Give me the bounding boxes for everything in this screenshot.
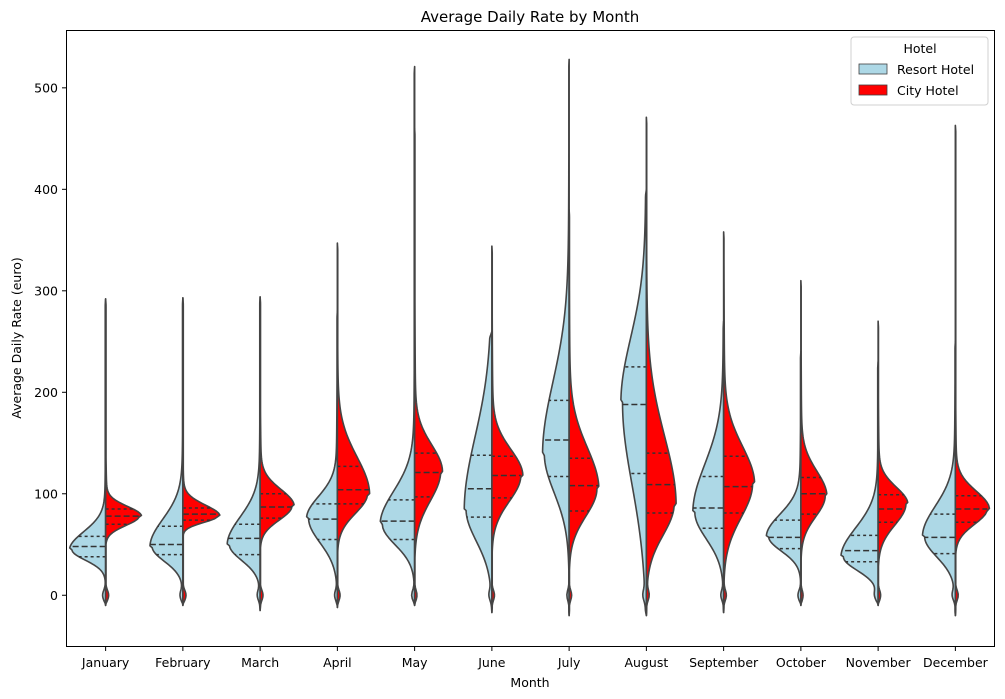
violin-city-november xyxy=(877,320,909,607)
x-tick-label: January xyxy=(81,655,130,670)
y-tick-label: 300 xyxy=(34,283,58,298)
legend: Hotel Resort Hotel City Hotel xyxy=(850,36,989,106)
x-tick-label: December xyxy=(923,655,989,670)
x-tick-label: October xyxy=(776,655,827,670)
violin-resort-december xyxy=(921,340,957,617)
violin-city-june xyxy=(491,245,524,614)
y-axis-title: Average Daily Rate (euro) xyxy=(9,257,24,418)
x-tick-label: November xyxy=(846,655,912,670)
violin-resort-january xyxy=(68,298,107,607)
x-tick-label: February xyxy=(155,655,211,670)
x-tick-label: July xyxy=(557,655,581,670)
legend-swatch-resort xyxy=(858,63,888,75)
violin-resort-june xyxy=(463,330,493,614)
violin-resort-march xyxy=(226,296,261,612)
x-tick-label: May xyxy=(402,655,428,670)
x-tick-label: June xyxy=(477,655,506,670)
violin-resort-november xyxy=(840,361,879,607)
violin-city-december xyxy=(954,124,991,617)
violin-resort-february xyxy=(149,297,184,607)
violin-resort-april xyxy=(305,310,339,609)
y-tick-label: 500 xyxy=(34,80,58,95)
x-tick-label: March xyxy=(241,655,279,670)
violin-city-august xyxy=(645,116,677,617)
violin-resort-september xyxy=(692,320,725,614)
violin-resort-july xyxy=(541,58,570,617)
y-tick-label: 200 xyxy=(34,385,58,400)
violins-group xyxy=(68,58,991,617)
x-tick-label: August xyxy=(625,655,669,670)
x-tick-label: September xyxy=(689,655,759,670)
y-tick-label: 100 xyxy=(34,486,58,501)
violin-city-april xyxy=(336,242,371,609)
legend-title: Hotel xyxy=(903,41,936,56)
violin-resort-may xyxy=(379,65,416,607)
violin-city-may xyxy=(413,127,444,607)
violin-city-january xyxy=(104,298,143,607)
plot-frame xyxy=(66,30,995,647)
y-tick-label: 400 xyxy=(34,182,58,197)
violin-resort-october xyxy=(765,350,802,607)
violin-city-march xyxy=(259,296,295,612)
x-axis: January February March April May June July Augu… xyxy=(81,646,989,670)
legend-label-city: City Hotel xyxy=(897,83,959,98)
violin-city-july xyxy=(568,208,600,617)
violin-city-october xyxy=(800,279,828,607)
chart-title: Average Daily Rate by Month xyxy=(421,8,639,26)
x-tick-label: April xyxy=(323,655,352,670)
violin-city-february xyxy=(182,297,221,607)
y-tick-label: 0 xyxy=(50,588,58,603)
legend-swatch-city xyxy=(858,84,888,96)
violin-city-september xyxy=(722,231,756,614)
legend-label-resort: Resort Hotel xyxy=(897,62,974,77)
x-axis-title: Month xyxy=(510,675,549,690)
y-axis: 0 100 200 300 400 500 xyxy=(34,80,67,603)
violin-resort-august xyxy=(620,188,648,617)
